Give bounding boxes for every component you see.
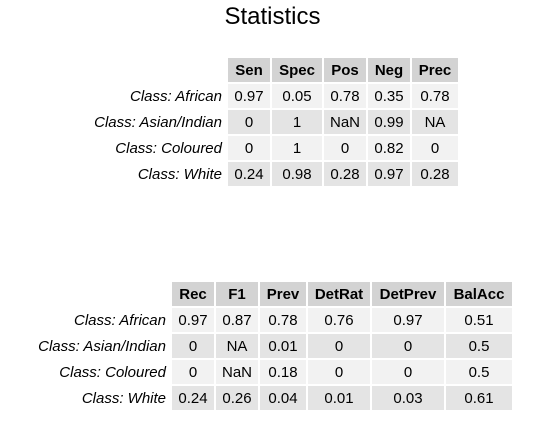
- table-cell: 0.5: [446, 334, 512, 358]
- table-cell: 0.76: [308, 308, 370, 332]
- table-row: Class: Asian/Indian 0 1 NaN 0.99 NA: [2, 110, 458, 134]
- column-header-detrat: DetRat: [308, 282, 370, 306]
- table-cell: 0.05: [272, 84, 322, 108]
- row-label: Class: Asian/Indian: [94, 113, 222, 131]
- table-cell: 0.26: [216, 386, 258, 410]
- table-cell: 0: [172, 334, 214, 358]
- table-cell: 0.97: [368, 162, 410, 186]
- table-cell: 0: [372, 360, 444, 384]
- column-header-rec: Rec: [172, 282, 214, 306]
- row-label: Class: Coloured: [115, 139, 222, 157]
- row-label: Class: White: [137, 165, 222, 183]
- table-cell: 0.99: [368, 110, 410, 134]
- page-title: Statistics: [224, 3, 321, 30]
- table-cell: 0: [172, 360, 214, 384]
- table-cell: 0: [308, 334, 370, 358]
- table-cell: 0.97: [228, 84, 270, 108]
- table-row: Class: Coloured 0 NaN 0.18 0 0 0.5: [2, 360, 512, 384]
- column-header-prec: Prec: [412, 58, 458, 82]
- column-header-pos: Pos: [324, 58, 366, 82]
- row-label: Class: African: [130, 87, 222, 105]
- table-cell: 0: [412, 136, 458, 160]
- table-cell: 0.5: [446, 360, 512, 384]
- table-cell: 0: [372, 334, 444, 358]
- column-header-spec: Spec: [272, 58, 322, 82]
- table-cell: 0.78: [324, 84, 366, 108]
- table-cell: NA: [412, 110, 458, 134]
- statistics-table-1: Sen Spec Pos Neg Prec Class: African 0.9…: [0, 56, 460, 188]
- column-header-prev: Prev: [260, 282, 306, 306]
- table-cell: 0: [308, 360, 370, 384]
- column-header-balacc: BalAcc: [446, 282, 512, 306]
- column-header-f1: F1: [216, 282, 258, 306]
- table-cell: 0: [228, 136, 270, 160]
- table-cell: 0: [324, 136, 366, 160]
- table-row: Class: Asian/Indian 0 NA 0.01 0 0 0.5: [2, 334, 512, 358]
- table-row: Class: White 0.24 0.98 0.28 0.97 0.28: [2, 162, 458, 186]
- table-cell: 0.24: [172, 386, 214, 410]
- row-label: Class: Asian/Indian: [38, 337, 166, 355]
- table-cell: 0.98: [272, 162, 322, 186]
- column-header-sen: Sen: [228, 58, 270, 82]
- row-label: Class: White: [81, 389, 166, 407]
- table-cell: 0.82: [368, 136, 410, 160]
- table-cell: 0.18: [260, 360, 306, 384]
- table-cell: NA: [216, 334, 258, 358]
- table-cell: 0.87: [216, 308, 258, 332]
- table-cell: 0.78: [260, 308, 306, 332]
- table-row: Class: White 0.24 0.26 0.04 0.01 0.03 0.…: [2, 386, 512, 410]
- table-cell: 0.01: [308, 386, 370, 410]
- row-label: Class: African: [74, 311, 166, 329]
- table-cell: 0.35: [368, 84, 410, 108]
- table-cell: 0: [228, 110, 270, 134]
- header-row: Rec F1 Prev DetRat DetPrev BalAcc: [2, 282, 512, 306]
- table-cell: NaN: [324, 110, 366, 134]
- table-cell: 0.97: [172, 308, 214, 332]
- table-cell: NaN: [216, 360, 258, 384]
- table-cell: 0.28: [412, 162, 458, 186]
- table-cell: 1: [272, 136, 322, 160]
- table-cell: 0.01: [260, 334, 306, 358]
- table-cell: 1: [272, 110, 322, 134]
- column-header-neg: Neg: [368, 58, 410, 82]
- table-cell: 0.04: [260, 386, 306, 410]
- row-label: Class: Coloured: [59, 363, 166, 381]
- table-row: Class: Coloured 0 1 0 0.82 0: [2, 136, 458, 160]
- table-cell: 0.97: [372, 308, 444, 332]
- table-row: Class: African 0.97 0.05 0.78 0.35 0.78: [2, 84, 458, 108]
- table-cell: 0.03: [372, 386, 444, 410]
- header-corner: [2, 58, 226, 82]
- header-corner: [2, 282, 170, 306]
- header-row: Sen Spec Pos Neg Prec: [2, 58, 458, 82]
- table-cell: 0.24: [228, 162, 270, 186]
- column-header-detprev: DetPrev: [372, 282, 444, 306]
- table-cell: 0.51: [446, 308, 512, 332]
- table-cell: 0.28: [324, 162, 366, 186]
- table-row: Class: African 0.97 0.87 0.78 0.76 0.97 …: [2, 308, 512, 332]
- statistics-table-2: Rec F1 Prev DetRat DetPrev BalAcc Class:…: [0, 280, 514, 412]
- table-cell: 0.61: [446, 386, 512, 410]
- table-cell: 0.78: [412, 84, 458, 108]
